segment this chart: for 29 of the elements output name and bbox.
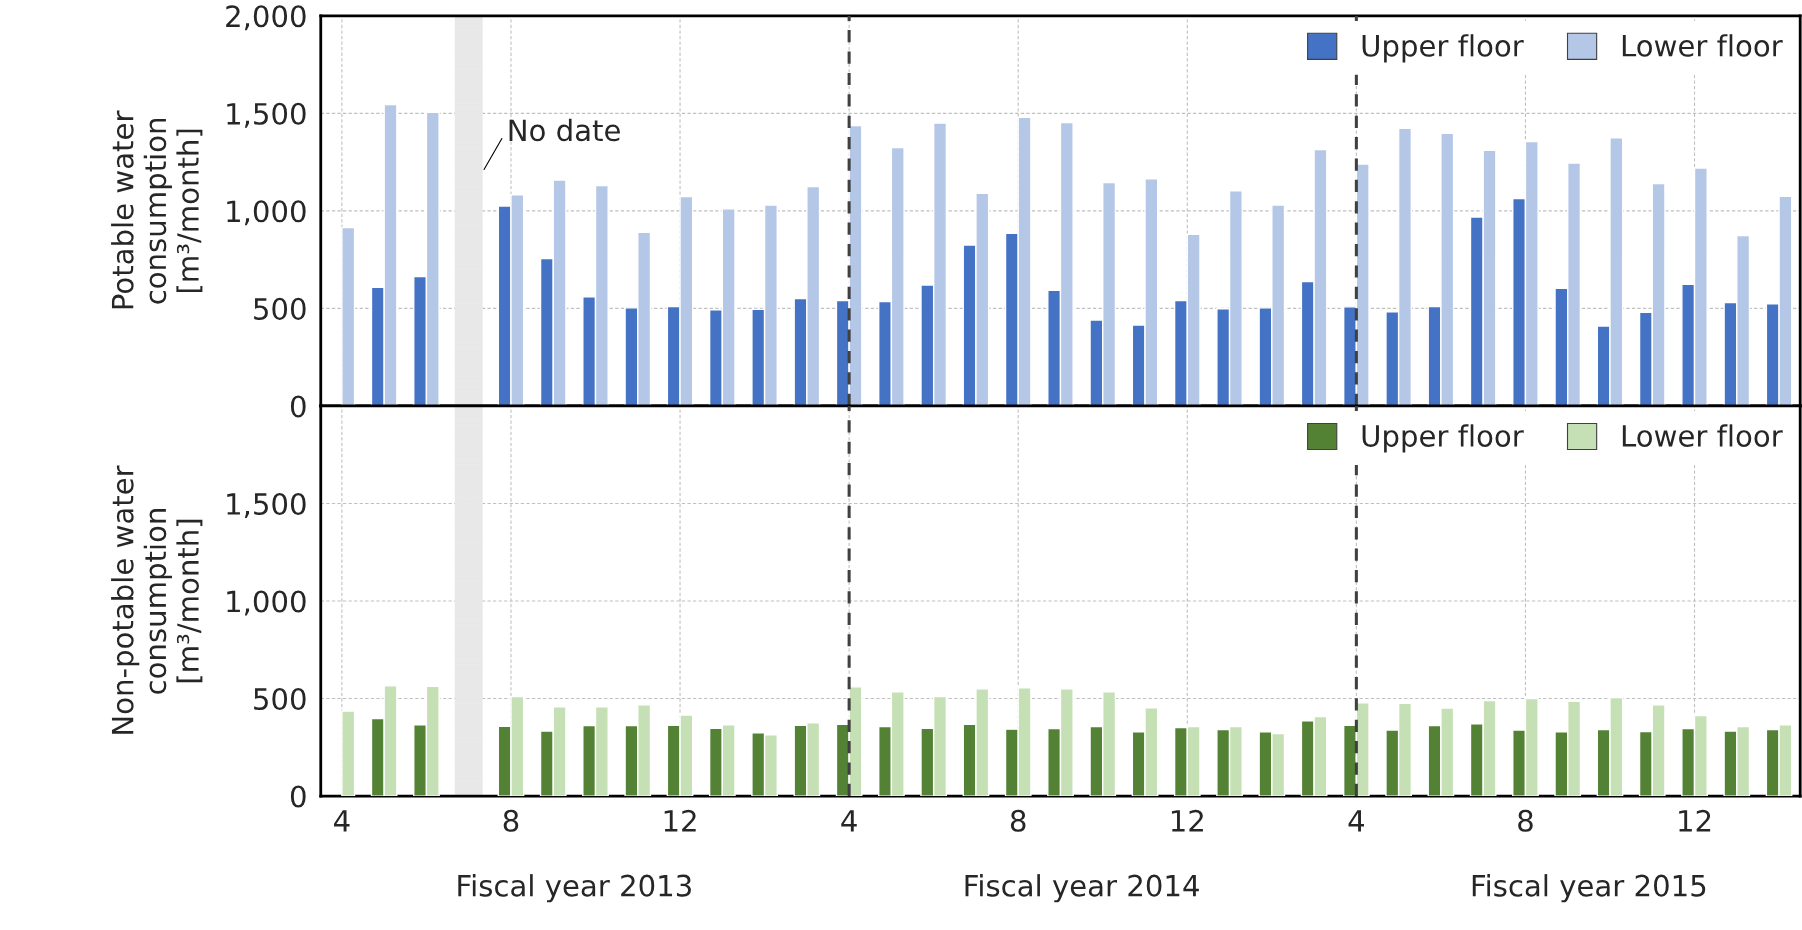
bar — [341, 226, 356, 406]
y-tick-label: 0 — [290, 395, 306, 418]
legend-label: Lower floor — [1622, 34, 1783, 57]
text: Fiscal year 2014 — [965, 874, 1199, 903]
y-tick-label: 500 — [254, 687, 306, 711]
x-tick-label: 8 — [1518, 809, 1533, 832]
x-tick-label: 12 — [1679, 809, 1711, 832]
y-tick-label: 0 — [290, 785, 306, 808]
y-tick-label: 2,000 — [226, 5, 306, 31]
x-tick-label: 4 — [334, 810, 350, 832]
x-tick-label: 12 — [1171, 809, 1203, 832]
y-axis-title: Non-potable water consumption [m³/month] — [111, 465, 203, 734]
text: Fiscal year 2015 — [1472, 874, 1706, 903]
y-tick-label: 1,000 — [227, 590, 306, 616]
legend-label: Lower floor — [1622, 424, 1783, 447]
x-tick-label: 8 — [1010, 809, 1026, 832]
y-tick-label: 1,500 — [227, 492, 306, 518]
legend-label: Upper floor — [1362, 424, 1524, 453]
x-tick-label: 8 — [503, 809, 519, 832]
x-tick-label: 4 — [841, 810, 857, 832]
text: Fiscal year 2013 — [458, 874, 691, 903]
legend-label: Upper floor — [1362, 34, 1524, 63]
annotation: No date — [509, 118, 620, 142]
x-tick-label: 4 — [1348, 810, 1365, 832]
x-tick-label: 12 — [664, 809, 696, 832]
y-tick-label: 1,500 — [227, 102, 306, 128]
y-axis-title: Potable water consumption [m³/month] — [111, 110, 203, 309]
y-tick-label: 1,000 — [227, 200, 306, 226]
y-tick-label: 500 — [254, 297, 306, 320]
